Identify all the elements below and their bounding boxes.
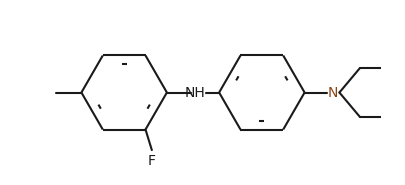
Text: NH: NH [185,85,206,100]
Text: N: N [328,85,338,100]
Text: F: F [148,154,156,168]
